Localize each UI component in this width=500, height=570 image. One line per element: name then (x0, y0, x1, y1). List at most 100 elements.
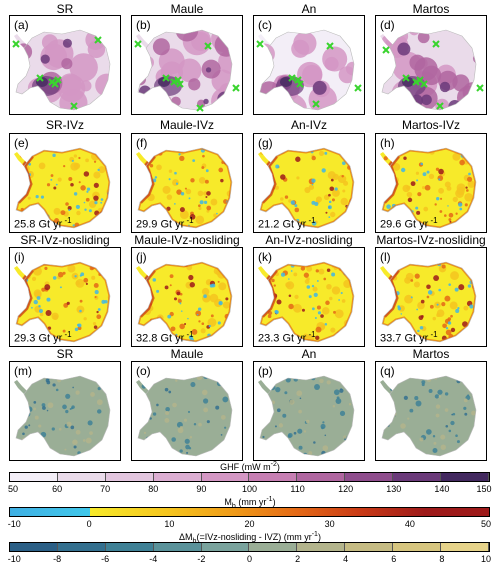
mass-flux-label: 32.8 Gt yr -1 (136, 330, 194, 345)
antarctica-map (258, 375, 355, 457)
colorbar-tick-label: -6 (101, 554, 110, 564)
map-panel: (l) 33.7 Gt yr -1 (375, 247, 487, 347)
panel-title: SR (56, 2, 74, 16)
measurement-marker (382, 46, 390, 54)
colorbar-tick-label: 40 (404, 519, 415, 529)
measurement-marker (170, 78, 178, 86)
mass-flux-label: 21.2 Gt yr -1 (258, 216, 316, 231)
panel-label: (b) (136, 18, 151, 32)
colorbar-tick-label: 120 (338, 484, 354, 494)
mb-title-exp: -1 (266, 496, 273, 503)
colorbar-segment (57, 543, 106, 551)
panel-label: (l) (380, 250, 391, 264)
panel-title: An (301, 347, 317, 361)
map-panel: (o) (131, 361, 243, 461)
colorbar-segment (297, 508, 362, 516)
colorbar-tick-label: -8 (53, 554, 62, 564)
colorbar-segment (393, 543, 442, 551)
panel-title: Maule (170, 2, 204, 16)
map-panel: (d) (375, 15, 487, 115)
panel-label: (f) (136, 136, 148, 150)
colorbar-tick-label: 80 (148, 484, 159, 494)
colorbar-segment (233, 508, 298, 516)
dmb-title-exp: -1 (311, 531, 318, 538)
panel-title: SR (56, 347, 74, 361)
dmb-colorbar (9, 542, 490, 552)
map-panel: (j) 32.8 Gt yr -1 (131, 247, 243, 347)
colorbar-segment (297, 473, 346, 481)
colorbar-segment (105, 543, 154, 551)
measurement-marker (412, 78, 420, 86)
measurement-marker (232, 84, 240, 92)
measurement-marker (294, 76, 302, 84)
map-panel: (i) 29.3 Gt yr -1 (9, 247, 121, 347)
colorbar-tick-label: -4 (149, 554, 158, 564)
mass-flux-label: 23.3 Gt yr -1 (258, 330, 316, 345)
ghf-colorbar (9, 472, 490, 482)
map-panel: (h) 29.6 Gt yr -1 (375, 133, 487, 233)
mb-title-post: ) (272, 497, 276, 507)
panel-label: (c) (258, 18, 272, 32)
mass-flux-label: 29.6 Gt yr -1 (380, 216, 438, 231)
colorbar-segment (361, 508, 426, 516)
colorbar-tick-label: 6 (391, 554, 397, 564)
map-panel: (k) 23.3 Gt yr -1 (253, 247, 365, 347)
mass-flux-unit-exp: -1 (184, 216, 194, 225)
dmb-colorbar-title: ΔMb(=IVz-nosliding - IVZ) (mm yr-1) (0, 531, 500, 545)
ghf-title-exp: -2 (270, 461, 277, 468)
mb-title-mid: (mm yr (235, 497, 267, 507)
antarctica-map (380, 261, 477, 343)
mass-flux-value: 29.9 Gt yr (136, 218, 185, 231)
dmb-title-text: ΔM (179, 532, 193, 542)
mb-colorbar-ticks: -10 0 10 20 30 40 50 (8, 519, 491, 529)
colorbar-segment (297, 543, 346, 551)
panel-label: (e) (14, 136, 29, 150)
measurement-marker (204, 42, 212, 50)
mass-flux-unit-exp: -1 (62, 330, 72, 339)
colorbar-segment (201, 473, 250, 481)
mass-flux-label: 33.7 Gt yr -1 (380, 330, 438, 345)
panel-title: Maule-IVz (159, 118, 215, 132)
measurement-marker (256, 40, 264, 48)
map-panel: (q) (375, 361, 487, 461)
antarctica-map (136, 375, 233, 457)
panel-title: Martos-IVz (401, 118, 460, 132)
antarctica-map (136, 147, 233, 229)
antarctica-map (380, 375, 477, 457)
map-panel: (a) (9, 15, 121, 115)
dmb-title-mid: (=IVz-nosliding - IVZ) (mm yr (196, 532, 312, 542)
antarctica-map (136, 261, 233, 343)
antarctica-map (258, 261, 355, 343)
panel-label: (d) (380, 18, 395, 32)
colorbar-tick-label: 0 (86, 519, 92, 529)
measurement-marker (36, 74, 44, 82)
mb-colorbar (9, 507, 490, 517)
measurement-marker (436, 102, 444, 110)
measurement-marker (432, 40, 440, 48)
colorbar-segment (441, 543, 489, 551)
panel-title: An-IVz-nosliding (265, 233, 353, 247)
measurement-marker (176, 80, 184, 88)
mass-flux-unit-exp: -1 (62, 216, 72, 225)
map-panel: (p) (253, 361, 365, 461)
colorbar-segment (153, 473, 202, 481)
measurement-marker (420, 80, 428, 88)
dmb-title-post: ) (317, 532, 321, 542)
panel-label: (k) (258, 250, 272, 264)
map-panel: (c) (253, 15, 365, 115)
dmb-colorbar-ticks: -10 -8 -6 -4 -2 0 2 4 6 8 10 (8, 554, 491, 564)
colorbar-tick-label: 150 (476, 484, 492, 494)
colorbar-segment (345, 543, 394, 551)
map-panel: (m) (9, 361, 121, 461)
colorbar-segment (89, 508, 170, 516)
colorbar-segment (10, 508, 90, 516)
colorbar-tick-label: 30 (324, 519, 335, 529)
panel-title: Maule-IVz-nosliding (134, 233, 240, 247)
colorbar-tick-label: 70 (100, 484, 111, 494)
measurement-marker (296, 80, 304, 88)
panel-label: (h) (380, 136, 395, 150)
mass-flux-unit-exp: -1 (428, 216, 438, 225)
mass-flux-value: 23.3 Gt yr (258, 332, 307, 345)
panel-label: (q) (380, 364, 395, 378)
ghf-colorbar-ticks: 50 60 70 80 90 100 110 120 130 140 150 (8, 484, 492, 494)
